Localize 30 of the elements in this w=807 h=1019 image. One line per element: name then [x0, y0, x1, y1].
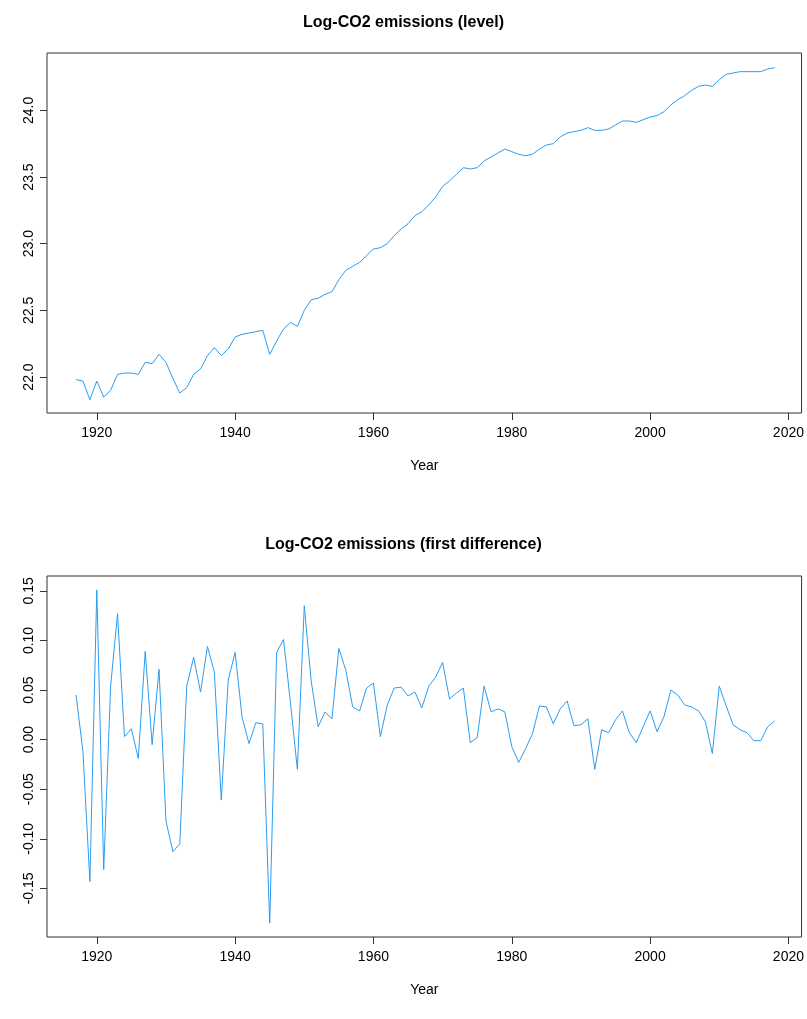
- x-tick-label: 1920: [81, 948, 113, 964]
- y-tick-label: 0.15: [20, 577, 36, 605]
- x-tick-label: 1960: [357, 948, 390, 964]
- y-tick-label: 23.0: [20, 229, 36, 258]
- x-axis-title: Year: [410, 457, 439, 473]
- y-tick-label: -0.05: [20, 773, 36, 806]
- x-tick-label: 1920: [81, 424, 113, 440]
- x-tick-label: 1960: [357, 424, 390, 440]
- chart-title: Log-CO2 emissions (first difference): [265, 534, 542, 552]
- line-series: [75, 589, 776, 924]
- x-tick-label: 1940: [219, 948, 251, 964]
- y-tick-label: 23.5: [20, 163, 36, 191]
- x-tick-label: 2020: [772, 948, 805, 964]
- x-tick-label: 1980: [496, 424, 528, 440]
- line-series: [75, 67, 776, 401]
- y-tick-label: 0.00: [20, 725, 36, 754]
- y-tick-label: 24.0: [20, 96, 36, 124]
- y-tick-label: -0.15: [20, 872, 36, 905]
- x-tick-label: 1940: [219, 424, 251, 440]
- x-tick-label: 2000: [634, 424, 666, 440]
- y-tick-label: 0.05: [20, 676, 36, 704]
- chart-title: Log-CO2 emissions (level): [303, 12, 504, 30]
- y-tick-label: 0.10: [20, 626, 36, 655]
- y-tick-label: -0.10: [20, 822, 36, 855]
- x-tick-label: 1980: [496, 948, 528, 964]
- y-tick-label: 22.5: [20, 296, 36, 324]
- x-tick-label: 2020: [772, 424, 805, 440]
- x-tick-label: 2000: [634, 948, 666, 964]
- x-axis-title: Year: [410, 981, 439, 997]
- y-tick-label: 22.0: [20, 363, 36, 391]
